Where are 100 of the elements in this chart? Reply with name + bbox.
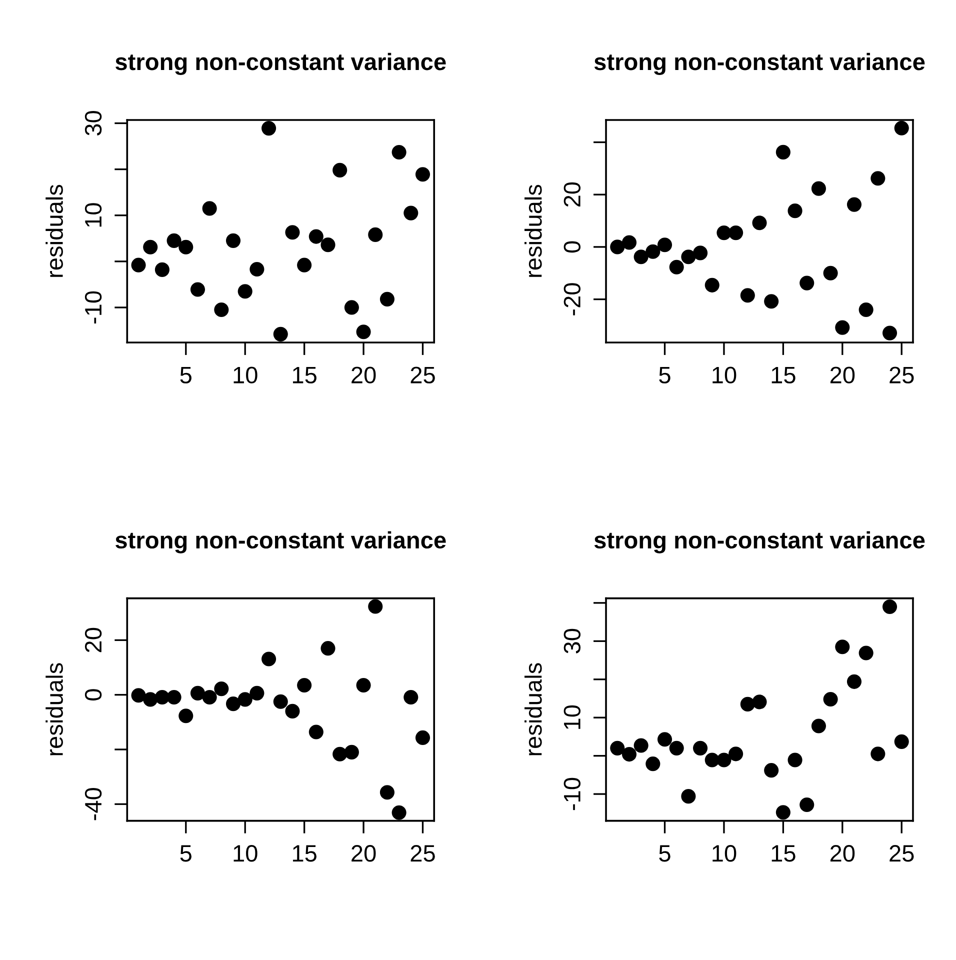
point — [332, 162, 348, 178]
point — [226, 233, 241, 248]
point — [870, 171, 886, 186]
y-tick-label: 10 — [84, 203, 102, 227]
point — [669, 740, 684, 756]
point — [870, 746, 886, 762]
point — [669, 260, 684, 274]
point — [131, 688, 146, 703]
y-tick-label: 0 — [84, 689, 102, 700]
x-tick-label: 25 — [410, 845, 435, 862]
point — [202, 690, 217, 705]
point — [190, 686, 206, 700]
point — [800, 276, 814, 290]
point — [811, 718, 826, 734]
x-tick-label: 25 — [410, 366, 435, 384]
point — [846, 674, 862, 689]
point — [716, 752, 732, 768]
point — [332, 746, 348, 762]
point — [415, 730, 430, 745]
point — [308, 724, 324, 740]
point — [728, 746, 744, 762]
point — [882, 599, 898, 614]
point — [380, 785, 394, 800]
y-tick-label: -40 — [84, 788, 102, 820]
point — [297, 678, 312, 693]
point — [262, 652, 276, 666]
point — [285, 225, 300, 240]
x-tick-label: 20 — [830, 845, 855, 862]
point — [764, 294, 779, 309]
point — [226, 696, 241, 712]
point — [344, 744, 359, 760]
point — [356, 678, 371, 693]
point — [250, 686, 264, 700]
point — [657, 732, 672, 747]
point — [752, 694, 767, 710]
y-tick-label: -10 — [84, 291, 102, 324]
x-tick-label: 10 — [234, 845, 258, 862]
y-tick-label: 20 — [84, 628, 102, 652]
point — [800, 797, 814, 812]
point — [622, 747, 637, 762]
point — [392, 144, 406, 160]
point — [634, 738, 648, 753]
point — [131, 258, 146, 272]
point — [297, 258, 312, 272]
y-tick-label: 30 — [564, 628, 581, 654]
x-tick-label: 15 — [772, 366, 796, 384]
x-tick-label: 5 — [659, 366, 670, 384]
point — [693, 740, 708, 756]
point — [704, 278, 720, 292]
point — [776, 805, 790, 820]
point — [846, 197, 862, 212]
point — [823, 692, 838, 707]
x-tick-label: 5 — [659, 845, 670, 862]
point — [657, 238, 672, 252]
point — [610, 740, 625, 756]
point — [752, 216, 767, 230]
point — [392, 805, 406, 820]
point — [308, 229, 324, 244]
point — [320, 641, 336, 656]
y-tick-label: 10 — [564, 705, 581, 729]
point — [811, 181, 826, 196]
point — [681, 250, 696, 264]
x-tick-label: 10 — [712, 845, 736, 862]
x-tick-label: 15 — [292, 366, 316, 384]
y-tick-label: -10 — [564, 778, 581, 810]
point — [835, 320, 850, 335]
point — [214, 302, 229, 318]
y-tick-label: 20 — [564, 182, 581, 207]
point — [681, 789, 696, 804]
point — [190, 282, 206, 297]
point — [894, 734, 909, 749]
point — [285, 704, 300, 718]
x-tick-label: 20 — [352, 366, 376, 384]
y-tick-label: 30 — [84, 111, 102, 136]
y-axis-title: residuals — [524, 663, 542, 756]
point — [273, 326, 288, 342]
point — [634, 250, 648, 264]
point — [166, 233, 182, 248]
point — [380, 292, 394, 306]
point — [788, 752, 802, 768]
point — [154, 262, 170, 277]
point — [368, 227, 383, 242]
point — [776, 144, 790, 160]
point — [262, 121, 276, 136]
point — [740, 288, 755, 303]
y-axis-title: residuals — [524, 184, 542, 277]
point — [404, 206, 418, 220]
point — [178, 708, 194, 724]
point — [368, 599, 383, 614]
point — [356, 324, 371, 340]
x-tick-label: 10 — [234, 366, 258, 384]
x-tick-label: 20 — [830, 366, 855, 384]
point — [202, 201, 217, 216]
y-tick-label: -20 — [564, 283, 581, 316]
x-tick-label: 5 — [180, 845, 192, 862]
point — [788, 204, 802, 218]
point — [610, 240, 625, 254]
chart-title: strong non-constant variance — [594, 52, 925, 76]
point — [764, 763, 779, 778]
point — [166, 690, 182, 705]
